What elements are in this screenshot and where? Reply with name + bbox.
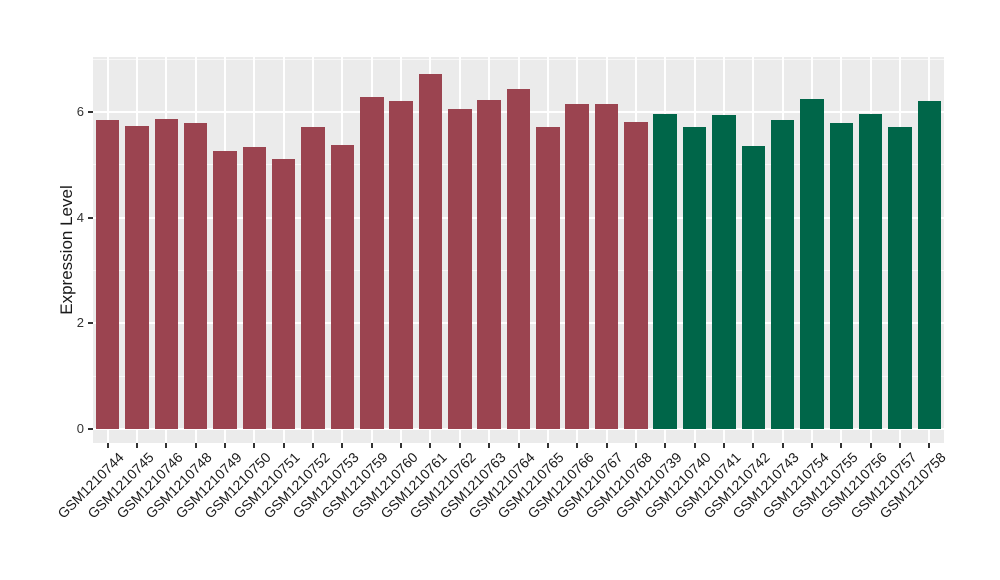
plot-panel [93,57,944,443]
bar-GSM1210756 [858,114,883,429]
bar-GSM1210766 [565,104,589,429]
x-tick-mark [165,443,168,448]
bar-GSM1210765 [536,127,560,429]
y-tick-mark [88,216,93,219]
x-tick-mark [282,443,285,448]
x-tick-mark [693,443,696,448]
x-tick-mark [224,443,227,448]
x-tick-mark [752,443,755,448]
bar-GSM1210764 [506,88,531,429]
bar-GSM1210751 [272,158,296,429]
bar-GSM1210754 [800,99,824,429]
bar-GSM1210739 [653,114,677,429]
x-tick-mark [106,443,109,448]
bar-GSM1210752 [301,127,325,429]
x-tick-mark [253,443,256,448]
y-tick-label: 0 [76,421,84,436]
x-tick-mark [136,443,139,448]
x-tick-mark [664,443,667,448]
x-tick-mark [722,443,725,448]
bar-GSM1210740 [682,126,707,429]
bar-GSM1210763 [477,99,501,429]
x-tick-mark [194,443,197,448]
x-tick-mark [928,443,931,448]
x-tick-mark [429,443,432,448]
x-tick-mark [634,443,637,448]
x-tick-mark [370,443,373,448]
bar-GSM1210753 [330,145,355,429]
y-tick-mark [88,322,93,325]
x-tick-mark [341,443,344,448]
y-tick-label: 4 [76,209,84,225]
bar-GSM1210746 [154,119,179,429]
y-tick-mark [88,111,93,114]
bar-GSM1210750 [242,146,267,429]
bar-GSM1210745 [125,126,149,429]
bar-GSM1210755 [829,123,854,429]
x-tick-mark [488,443,491,448]
x-tick-mark [400,443,403,448]
bar-GSM1210744 [95,120,120,429]
bar-GSM1210742 [741,145,765,429]
bar-GSM1210758 [917,101,942,429]
x-tick-mark [840,443,843,448]
x-tick-mark [781,443,784,448]
x-tick-mark [546,443,549,448]
bar-GSM1210741 [712,115,736,429]
bar-GSM1210757 [888,127,912,429]
x-tick-mark [898,443,901,448]
x-tick-mark [458,443,461,448]
x-tick-mark [869,443,872,448]
bar-GSM1210749 [213,150,237,429]
bar-GSM1210761 [418,73,443,429]
y-tick-label: 6 [76,104,84,120]
bar-GSM1210768 [624,122,648,429]
y-axis-title: Expression Level [57,185,76,315]
bar-GSM1210759 [360,97,384,429]
bar-GSM1210748 [183,122,208,429]
x-tick-mark [517,443,520,448]
bar-GSM1210767 [594,104,619,429]
x-tick-mark [605,443,608,448]
x-tick-mark [576,443,579,448]
x-tick-mark [312,443,315,448]
bar-GSM1210760 [389,100,413,429]
bar-GSM1210762 [448,109,472,429]
y-tick-mark [88,428,93,430]
y-tick-label: 2 [76,315,84,331]
bar-GSM1210743 [770,120,795,429]
x-tick-mark [810,443,813,448]
